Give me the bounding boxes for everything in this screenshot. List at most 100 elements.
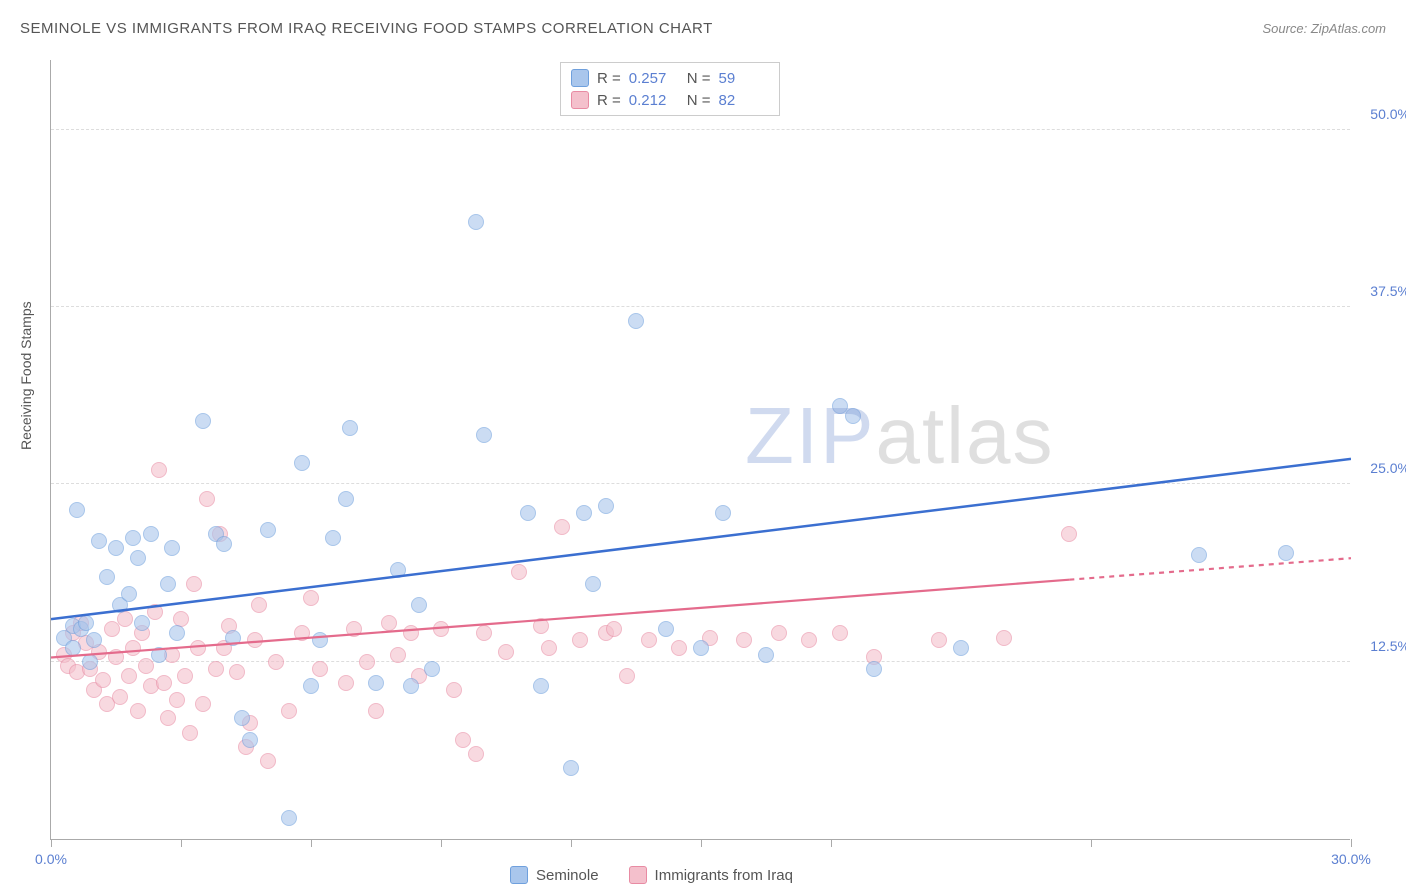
stat-n-label: N = — [687, 92, 711, 109]
ytick-label: 50.0% — [1370, 106, 1406, 122]
scatter-point — [541, 640, 557, 656]
stat-r-label: R = — [597, 70, 621, 87]
scatter-point — [281, 810, 297, 826]
scatter-point — [403, 678, 419, 694]
bottom-legend: Seminole Immigrants from Iraq — [510, 866, 793, 884]
scatter-point — [99, 569, 115, 585]
scatter-point — [108, 649, 124, 665]
xtick — [831, 839, 832, 847]
gridline — [51, 483, 1350, 484]
scatter-point — [866, 661, 882, 677]
scatter-point — [312, 632, 328, 648]
scatter-point — [468, 746, 484, 762]
scatter-point — [424, 661, 440, 677]
scatter-point — [151, 462, 167, 478]
scatter-point — [312, 661, 328, 677]
scatter-point — [147, 604, 163, 620]
xtick — [441, 839, 442, 847]
xtick — [51, 839, 52, 847]
stat-n-label: N = — [687, 70, 711, 87]
xtick-label: 0.0% — [35, 851, 67, 867]
scatter-point — [338, 491, 354, 507]
swatch-iraq — [571, 91, 589, 109]
stat-n-seminole: 59 — [719, 70, 769, 87]
swatch-seminole — [571, 69, 589, 87]
xtick — [701, 839, 702, 847]
scatter-point — [195, 413, 211, 429]
scatter-point — [585, 576, 601, 592]
scatter-point — [598, 498, 614, 514]
scatter-point — [143, 526, 159, 542]
scatter-point — [208, 661, 224, 677]
scatter-point — [86, 632, 102, 648]
scatter-point — [381, 615, 397, 631]
scatter-point — [65, 640, 81, 656]
swatch-iraq — [629, 866, 647, 884]
scatter-point — [125, 530, 141, 546]
legend-label-iraq: Immigrants from Iraq — [655, 867, 793, 884]
xtick — [181, 839, 182, 847]
xtick — [1091, 839, 1092, 847]
ytick-label: 12.5% — [1370, 638, 1406, 654]
scatter-point — [433, 621, 449, 637]
scatter-point — [182, 725, 198, 741]
scatter-point — [78, 615, 94, 631]
scatter-point — [1061, 526, 1077, 542]
stat-r-iraq: 0.212 — [629, 92, 679, 109]
scatter-point — [82, 654, 98, 670]
scatter-point — [511, 564, 527, 580]
scatter-point — [736, 632, 752, 648]
scatter-point — [953, 640, 969, 656]
scatter-point — [931, 632, 947, 648]
scatter-point — [671, 640, 687, 656]
scatter-point — [533, 618, 549, 634]
scatter-point — [368, 675, 384, 691]
scatter-point — [117, 611, 133, 627]
scatter-point — [108, 540, 124, 556]
scatter-point — [160, 576, 176, 592]
scatter-point — [576, 505, 592, 521]
scatter-point — [225, 630, 241, 646]
scatter-point — [498, 644, 514, 660]
scatter-point — [169, 625, 185, 641]
scatter-point — [554, 519, 570, 535]
xtick — [571, 839, 572, 847]
scatter-point — [390, 647, 406, 663]
scatter-point — [199, 491, 215, 507]
scatter-point — [260, 522, 276, 538]
scatter-point — [130, 550, 146, 566]
scatter-point — [169, 692, 185, 708]
scatter-point — [229, 664, 245, 680]
legend-item-iraq: Immigrants from Iraq — [629, 866, 793, 884]
scatter-point — [346, 621, 362, 637]
scatter-point — [190, 640, 206, 656]
scatter-point — [520, 505, 536, 521]
scatter-point — [303, 590, 319, 606]
scatter-point — [628, 313, 644, 329]
ytick-label: 25.0% — [1370, 460, 1406, 476]
gridline — [51, 129, 1350, 130]
scatter-point — [658, 621, 674, 637]
scatter-point — [342, 420, 358, 436]
stat-r-seminole: 0.257 — [629, 70, 679, 87]
scatter-point — [468, 214, 484, 230]
scatter-point — [69, 502, 85, 518]
stat-n-iraq: 82 — [719, 92, 769, 109]
legend-label-seminole: Seminole — [536, 867, 599, 884]
chart-title: SEMINOLE VS IMMIGRANTS FROM IRAQ RECEIVI… — [20, 20, 713, 37]
scatter-point — [156, 675, 172, 691]
scatter-point — [368, 703, 384, 719]
y-axis-label: Receiving Food Stamps — [18, 301, 34, 450]
legend-item-seminole: Seminole — [510, 866, 599, 884]
scatter-point — [294, 455, 310, 471]
stats-legend-box: R = 0.257 N = 59 R = 0.212 N = 82 — [560, 62, 780, 116]
scatter-point — [403, 625, 419, 641]
scatter-point — [1278, 545, 1294, 561]
scatter-point — [476, 427, 492, 443]
scatter-point — [845, 408, 861, 424]
scatter-point — [247, 632, 263, 648]
scatter-point — [325, 530, 341, 546]
scatter-point — [125, 640, 141, 656]
scatter-point — [216, 536, 232, 552]
scatter-point — [260, 753, 276, 769]
